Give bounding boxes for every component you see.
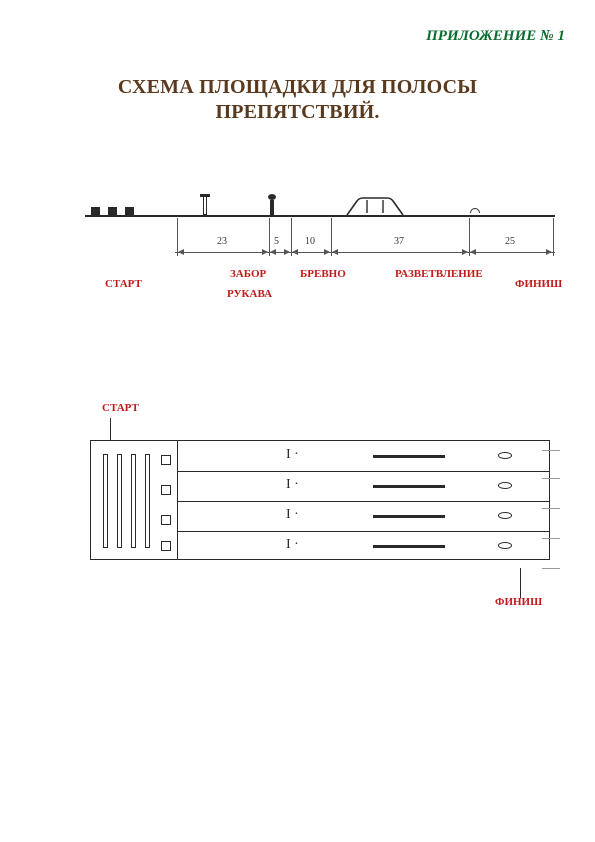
finish-leader-line [520, 568, 521, 598]
extra-line [542, 478, 560, 479]
hose-top [268, 194, 276, 200]
caption-log: БРЕВНО [300, 268, 346, 280]
dim-number: 37 [394, 236, 404, 247]
start-square [161, 455, 171, 465]
branch-obstacle [470, 208, 480, 213]
caption-finish: ФИНИШ [515, 278, 562, 290]
caption-hose: РУКАВА [227, 288, 272, 300]
dim-number: 10 [305, 236, 315, 247]
lane-symbol: I · [286, 537, 299, 553]
lane-bar [373, 545, 445, 548]
page-title: СХЕМА ПЛОЩАДКИ ДЛЯ ПОЛОСЫ ПРЕПЯТСТВИЙ. [0, 75, 595, 125]
lane-divider [178, 471, 550, 472]
lane-symbol: I · [286, 507, 299, 523]
lane-oval [498, 482, 512, 489]
plan-start-label: СТАРТ [102, 402, 139, 414]
lane-bar [373, 485, 445, 488]
extra-line [542, 538, 560, 539]
ground-line [85, 215, 555, 217]
title-line-1: СХЕМА ПЛОЩАДКИ ДЛЯ ПОЛОСЫ [118, 76, 477, 98]
extra-line [542, 508, 560, 509]
dim-arrow [178, 249, 184, 255]
fence-top [200, 194, 210, 197]
lane-bar [373, 515, 445, 518]
lanes-box: I · I · I · I · [178, 440, 550, 560]
dim-number: 25 [505, 236, 515, 247]
start-square [161, 541, 171, 551]
caption-branch: РАЗВЕТВЛЕНИЕ [395, 268, 483, 280]
appendix-label: ПРИЛОЖЕНИЕ № 1 [426, 28, 565, 45]
title-line-2: ПРЕПЯТСТВИЙ. [215, 101, 379, 123]
start-slot [103, 454, 108, 548]
start-slot [131, 454, 136, 548]
lane-bar [373, 455, 445, 458]
caption-start: СТАРТ [105, 278, 142, 290]
plan-view-diagram: I · I · I · I · [90, 420, 550, 620]
start-square [161, 485, 171, 495]
lane-symbol: I · [286, 477, 299, 493]
dim-arrow [546, 249, 552, 255]
start-marker [125, 207, 134, 215]
fence-obstacle [203, 195, 207, 215]
lane-symbol: I · [286, 447, 299, 463]
dim-arrow [262, 249, 268, 255]
lane-oval [498, 542, 512, 549]
start-square [161, 515, 171, 525]
side-view-diagram: 23 5 10 37 25 СТАРТ ЗАБОР РУКАВА БРЕВНО РАЗВ… [85, 160, 555, 320]
dim-arrow [292, 249, 298, 255]
lane-divider [178, 501, 550, 502]
extra-line [542, 568, 560, 569]
dim-arrow [284, 249, 290, 255]
caption-fence: ЗАБОР [230, 268, 266, 280]
plan-finish-label: ФИНИШ [495, 596, 542, 608]
dim-arrow [470, 249, 476, 255]
hose-obstacle [270, 200, 274, 215]
log-obstacle [345, 197, 405, 215]
start-box [90, 440, 178, 560]
start-slot [145, 454, 150, 548]
dim-number: 5 [274, 236, 279, 247]
lane-oval [498, 452, 512, 459]
start-marker [108, 207, 117, 215]
dim-number: 23 [217, 236, 227, 247]
dim-arrow [270, 249, 276, 255]
start-marker [91, 207, 100, 215]
extra-line [542, 450, 560, 451]
dimension-line [175, 252, 555, 253]
dim-arrow [324, 249, 330, 255]
start-slot [117, 454, 122, 548]
dim-arrow [332, 249, 338, 255]
lane-oval [498, 512, 512, 519]
lane-divider [178, 531, 550, 532]
dim-arrow [462, 249, 468, 255]
dim-tick [553, 218, 554, 256]
